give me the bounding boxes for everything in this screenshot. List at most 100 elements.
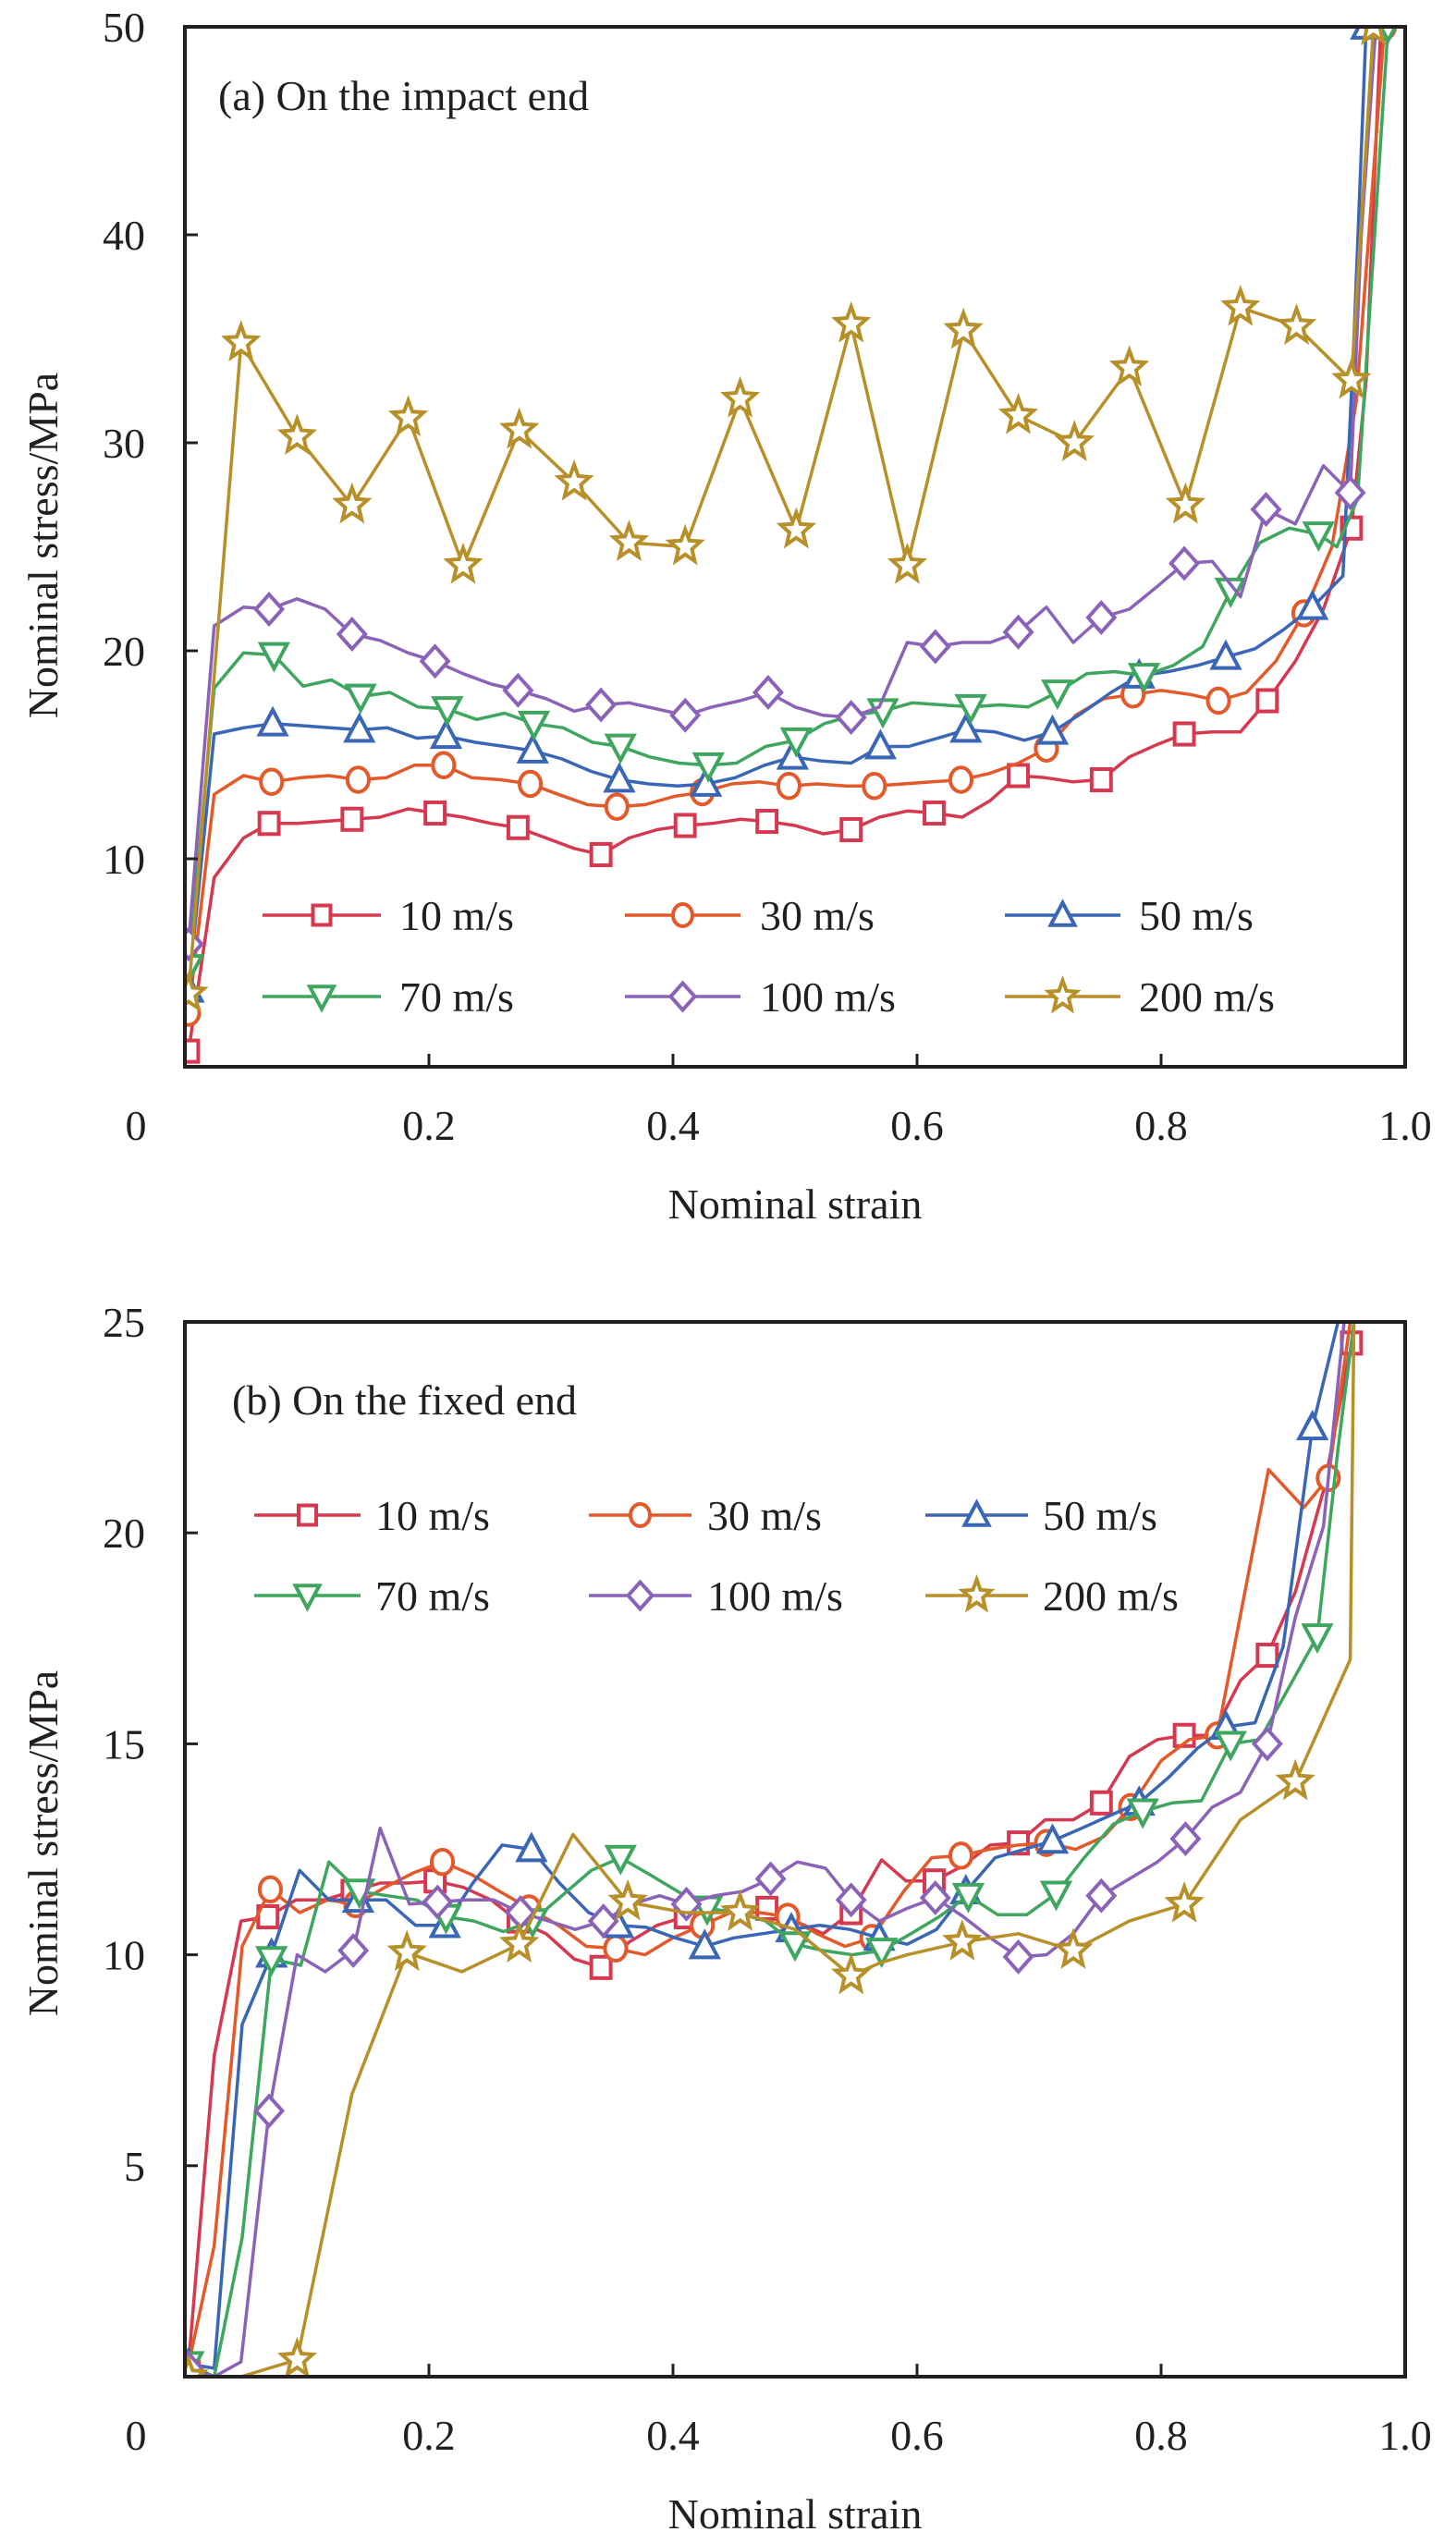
data-point-marker: [942, 1919, 983, 1961]
data-point-marker: [443, 542, 483, 584]
legend-marker-icon: [671, 902, 694, 928]
data-point-marker: [1220, 284, 1261, 326]
x-tick-label: 0.6: [890, 2412, 944, 2459]
data-point-marker: [1301, 1623, 1334, 1655]
series-line: [188, 1322, 1346, 2377]
x-tick-label: 0.4: [646, 1102, 700, 1149]
data-point-marker: [255, 1946, 288, 1977]
data-point-marker: [429, 1847, 456, 1877]
data-point-marker: [1302, 521, 1335, 553]
data-point-marker: [1250, 492, 1282, 527]
legend-item: 100 m/s: [589, 1572, 843, 1620]
data-point-marker: [776, 739, 809, 770]
data-point-marker: [276, 413, 318, 456]
data-point-marker: [431, 751, 457, 779]
data-point-marker: [419, 643, 451, 679]
data-point-marker: [387, 395, 429, 436]
data-point-marker: [337, 1933, 370, 1968]
data-point-marker: [253, 592, 286, 627]
series-10-m-s: [185, 27, 1383, 1064]
legend-label: 10 m/s: [399, 892, 514, 939]
legend-marker-icon: [625, 1579, 655, 1612]
legend-item: 70 m/s: [254, 1572, 490, 1620]
data-point-marker: [688, 1928, 721, 1960]
data-point-marker: [1085, 1877, 1118, 1914]
legend-label: 200 m/s: [1139, 973, 1275, 1021]
data-point-marker: [665, 523, 705, 566]
series-100-m-s: [185, 27, 1378, 962]
data-point-marker: [778, 1931, 812, 1963]
x-tick-label: 0.4: [646, 2412, 700, 2459]
legend-marker-icon: [297, 1503, 318, 1527]
data-point-marker: [862, 772, 887, 801]
legend-item: 50 m/s: [925, 1492, 1157, 1539]
y-tick-label: 20: [103, 1510, 145, 1557]
y-tick-label: 10: [103, 1932, 145, 1979]
legend: 10 m/s 30 m/s 50 m/s 70 m/s 100 m/s 200 m/s: [263, 892, 1275, 1021]
legend-label: 200 m/s: [1043, 1572, 1179, 1620]
x-tick-label: 1.0: [1378, 2412, 1432, 2459]
series-200-m-s: [185, 1322, 1356, 2377]
data-point-marker: [923, 800, 946, 826]
tick-labels: 0 0.2 0.4 0.6 0.8 1.0 5 10 15 20 25: [103, 1299, 1432, 2459]
data-point-marker: [603, 1934, 629, 1963]
data-point-marker: [691, 752, 725, 783]
plot-frame: [183, 25, 1407, 1069]
data-point-marker: [185, 2354, 209, 2377]
series-line: [188, 1322, 1340, 2370]
legend-marker-icon: [629, 1502, 652, 1528]
data-point-marker: [835, 700, 867, 735]
data-point-marker: [429, 718, 463, 750]
series-line: [187, 27, 1376, 995]
data-point-marker: [839, 816, 863, 843]
data-point-marker: [776, 507, 816, 549]
data-point-marker: [752, 675, 784, 710]
legend: 10 m/s 30 m/s 50 m/s 70 m/s 100 m/s 200 m/s: [254, 1492, 1179, 1620]
data-point-marker: [1275, 1758, 1315, 1801]
y-tick-label: 10: [103, 836, 145, 883]
legend-item: 30 m/s: [625, 892, 875, 939]
data-point-marker: [776, 772, 801, 801]
data-point-marker: [607, 1878, 648, 1921]
data-point-marker: [345, 765, 371, 794]
y-tick-label: 50: [103, 4, 145, 51]
legend-label: 50 m/s: [1139, 892, 1254, 939]
y-axis-title: Nominal stress/MPa: [19, 373, 67, 718]
data-point-marker: [554, 459, 594, 501]
series-100-m-s: [185, 1322, 1346, 2377]
data-point-marker: [1205, 686, 1231, 716]
data-point-marker: [587, 1903, 619, 1939]
legend-item: 200 m/s: [1005, 973, 1275, 1021]
data-point-marker: [755, 808, 779, 835]
data-point-marker: [1035, 714, 1070, 745]
data-point-marker: [499, 1921, 540, 1963]
data-point-marker: [1296, 1410, 1329, 1440]
data-point-marker: [589, 1954, 613, 1980]
series-line: [189, 1322, 1356, 2377]
data-point-marker: [831, 1952, 872, 1995]
y-axis-title: Nominal stress/MPa: [19, 1670, 67, 2016]
series-layer: [185, 27, 1398, 1064]
data-point-marker: [185, 1038, 201, 1064]
data-point-marker: [253, 2093, 286, 2129]
data-point-marker: [1168, 545, 1201, 581]
data-point-marker: [608, 520, 650, 561]
data-point-marker: [506, 814, 530, 840]
data-point-marker: [276, 2336, 318, 2377]
data-point-marker: [585, 687, 618, 723]
x-tick-label: 0.2: [402, 1102, 456, 1149]
x-tick-label: 1.0: [1378, 1102, 1432, 1149]
data-point-marker: [1089, 1790, 1113, 1816]
series-line: [187, 27, 1378, 945]
data-point-marker: [515, 1831, 548, 1863]
data-point-marker: [1054, 420, 1095, 461]
data-point-marker: [422, 1884, 454, 1920]
data-point-marker: [1089, 766, 1113, 793]
data-point-marker: [1214, 1731, 1247, 1762]
data-point-marker: [1126, 1798, 1159, 1829]
data-point-marker: [1331, 357, 1372, 399]
panel-b-fixed-end: 0 0.2 0.4 0.6 0.8 1.0 5 10 15 20 25 (b) On the fix…: [19, 1299, 1432, 2538]
series-70-m-s: [185, 1322, 1356, 2377]
data-point-marker: [948, 1841, 974, 1870]
